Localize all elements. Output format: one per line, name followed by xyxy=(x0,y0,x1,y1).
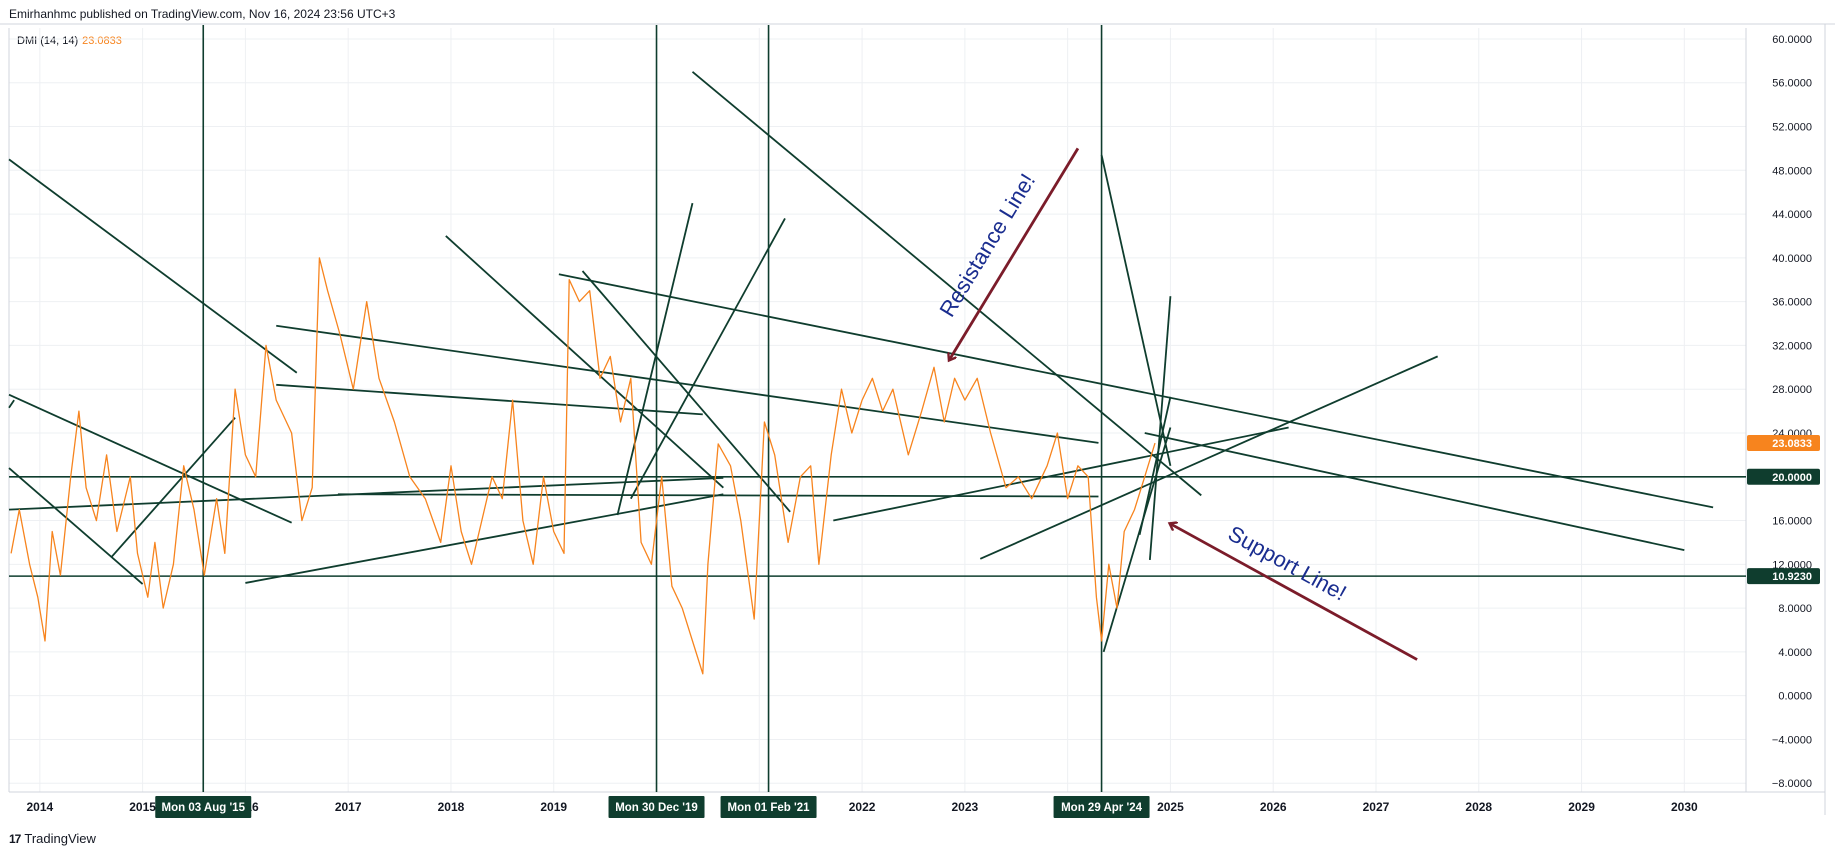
y-tick-label: 4.0000 xyxy=(1778,647,1812,659)
date-marker-badge xyxy=(720,796,817,818)
y-tick-label: 8.0000 xyxy=(1778,603,1812,615)
y-tick-label: 56.0000 xyxy=(1772,78,1812,90)
level-badge-label: 10.9230 xyxy=(1772,571,1812,583)
trend-line xyxy=(979,355,1439,560)
trend-line xyxy=(8,399,15,409)
trend-line xyxy=(111,417,236,558)
trend-line xyxy=(1148,296,1172,561)
tradingview-footer[interactable]: 17 TradingView xyxy=(9,831,96,846)
level-badge-bg xyxy=(1747,468,1820,485)
dmi-series-line xyxy=(10,257,1156,675)
publish-info: Emirhanhmc published on TradingView.com,… xyxy=(9,7,396,21)
trend-line xyxy=(276,324,1099,444)
date-marker-label: Mon 03 Aug '15 xyxy=(162,802,246,814)
trend-line xyxy=(1144,432,1685,551)
trend-line xyxy=(630,218,786,500)
x-tick-label: 2030 xyxy=(1671,800,1698,814)
trend-line xyxy=(833,426,1289,522)
y-tick-label: 0.0000 xyxy=(1778,691,1812,703)
series-layer xyxy=(10,257,1156,675)
x-tick-label: 2025 xyxy=(1157,800,1184,814)
x-tick-label: 2017 xyxy=(335,800,362,814)
trend-line xyxy=(616,202,694,516)
trend-line xyxy=(445,235,724,489)
indicator-name: DMI (14, 14) xyxy=(17,35,79,47)
y-tick-label: −4.0000 xyxy=(1772,734,1812,746)
trend-line xyxy=(1100,154,1172,467)
date-marker-badge xyxy=(155,796,252,818)
date-marker-badge xyxy=(1053,796,1150,818)
x-tick-label: 2023 xyxy=(952,800,979,814)
current-value-badge-bg xyxy=(1747,435,1820,452)
tradingview-logo-text: TradingView xyxy=(24,831,96,846)
grid-lines xyxy=(9,28,1746,792)
x-tick-label: 2027 xyxy=(1363,800,1390,814)
y-tick-label: 16.0000 xyxy=(1772,516,1812,528)
price-chart[interactable]: 60.0000 56.0000 52.0000 48.0000 44.0000 40.00… xyxy=(0,0,1835,830)
trend-line xyxy=(245,493,724,584)
annotation-arrow xyxy=(1170,524,1418,661)
tradingview-logo-icon: 17 xyxy=(9,831,21,846)
indicator-legend[interactable]: DMI (14, 14) 23.0833 xyxy=(17,35,122,47)
date-marker-label: Mon 01 Feb '21 xyxy=(728,802,811,814)
date-marker-label: Mon 29 Apr '24 xyxy=(1061,802,1143,814)
trend-line xyxy=(1102,427,1172,653)
y-tick-label: 52.0000 xyxy=(1772,122,1812,134)
y-tick-label: 48.0000 xyxy=(1772,165,1812,177)
trend-line xyxy=(1138,396,1172,535)
y-tick-label: 32.0000 xyxy=(1772,340,1812,352)
annotation-arrow xyxy=(949,147,1080,359)
x-tick-label: 2028 xyxy=(1465,800,1492,814)
trend-lines xyxy=(8,71,1714,653)
x-tick-label: 2014 xyxy=(26,800,53,814)
price-badges: 20.0000 10.9230 23.0833 xyxy=(1747,435,1820,585)
level-badge-label: 20.0000 xyxy=(1772,472,1812,484)
y-tick-label: 36.0000 xyxy=(1772,297,1812,309)
trend-line xyxy=(691,71,1202,497)
current-value-badge-label: 23.0833 xyxy=(1772,438,1812,450)
x-tick-label: 2019 xyxy=(540,800,567,814)
trend-line xyxy=(8,393,293,524)
level-badge-bg xyxy=(1747,568,1820,585)
x-tick-label: 2015 xyxy=(129,800,156,814)
x-tick-label: 2022 xyxy=(849,800,876,814)
trend-line xyxy=(8,467,144,585)
indicator-value: 23.0833 xyxy=(82,35,122,47)
x-tick-label: 2029 xyxy=(1568,800,1595,814)
date-marker-badge xyxy=(608,796,705,818)
y-tick-label: −8.0000 xyxy=(1772,778,1812,790)
date-marker-label: Mon 30 Dec '19 xyxy=(615,802,698,814)
horizontal-levels xyxy=(9,475,1746,577)
axes: 60.0000 56.0000 52.0000 48.0000 44.0000 40.00… xyxy=(0,23,1835,815)
y-tick-label: 44.0000 xyxy=(1772,209,1812,221)
trend-line xyxy=(8,158,298,374)
y-tick-label: 60.0000 xyxy=(1772,34,1812,46)
x-tick-label: 2018 xyxy=(438,800,465,814)
trend-line xyxy=(581,270,791,513)
x-tick-label: 2026 xyxy=(1260,800,1287,814)
annotations: Resistance Line!Support Line! xyxy=(934,147,1418,661)
y-tick-label: 40.0000 xyxy=(1772,253,1812,265)
trend-line xyxy=(337,493,1099,498)
y-tick-label: 28.0000 xyxy=(1772,384,1812,396)
trend-line xyxy=(276,383,703,416)
trend-line xyxy=(558,273,1714,509)
vertical-markers: Mon 03 Aug '15 Mon 30 Dec '19 Mon 01 Feb '… xyxy=(155,25,1150,818)
